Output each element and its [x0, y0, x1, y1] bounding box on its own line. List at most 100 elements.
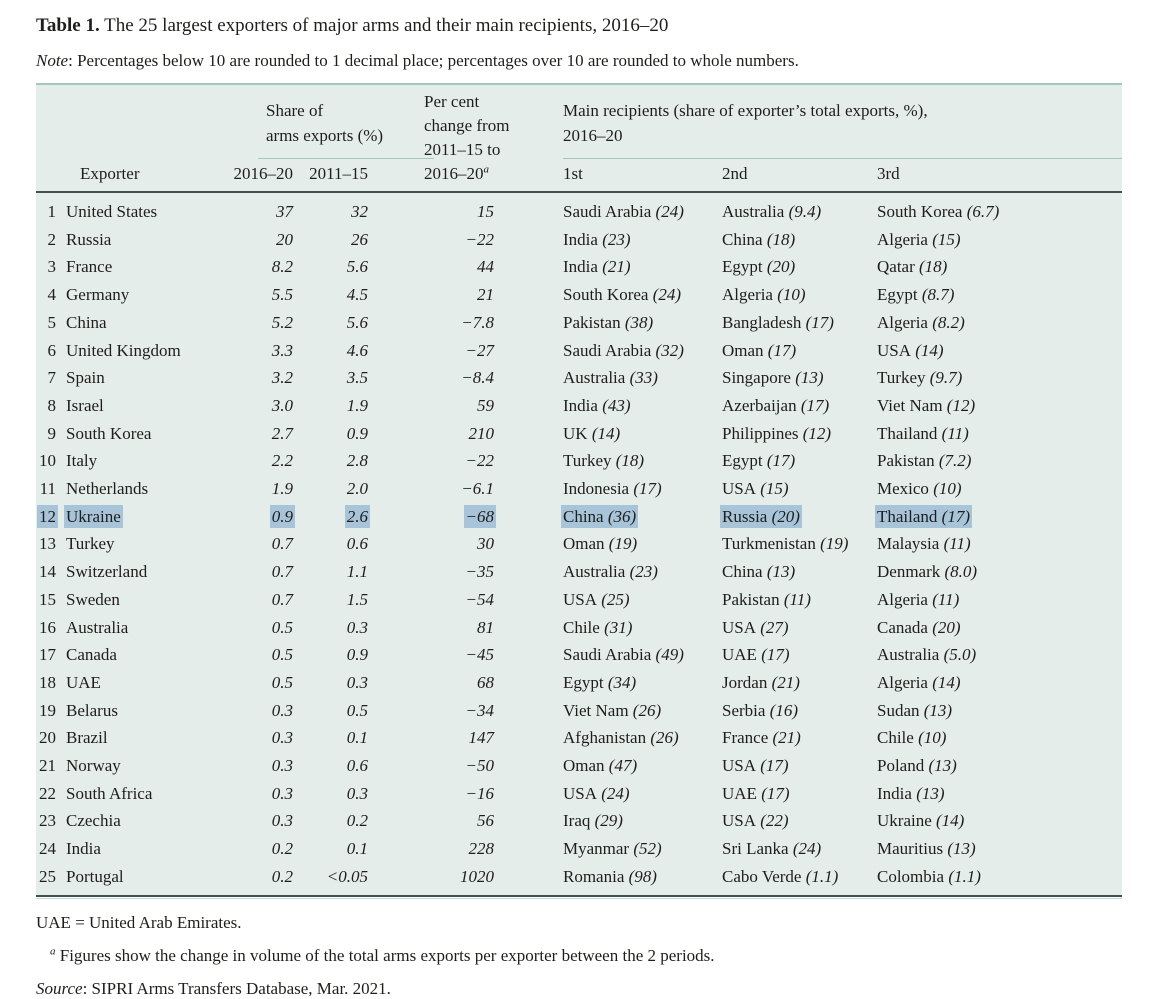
recipient-2nd-cell: Egypt (17): [722, 447, 877, 475]
recipient-name: USA: [722, 479, 757, 499]
recipient-3rd-value: India (13): [877, 784, 945, 803]
recipient-2nd-cell: Azerbaijan (17): [722, 392, 877, 420]
share-2016-20-value: 3.0: [271, 395, 293, 415]
share-2016-20-value: 0.2: [271, 866, 293, 886]
recipient-2nd-value: Pakistan (11): [722, 590, 811, 609]
table-row: 8 Israel 3.0 1.9 59 India (43) Azerbaija…: [36, 392, 1122, 420]
recipient-name: USA: [877, 340, 912, 360]
recipient-share: (8.2): [927, 312, 965, 332]
share-2016-20-value: 1.9: [271, 479, 293, 499]
recipient-name: Philippines: [722, 423, 799, 443]
recipient-2nd-value: Australia (9.4): [722, 202, 821, 221]
source-text: : SIPRI Arms Transfers Database, Mar. 20…: [82, 978, 391, 998]
recipient-2nd-value: Jordan (21): [722, 673, 800, 692]
recipient-3rd-cell: Algeria (14): [877, 669, 1122, 697]
recipient-1st-cell: UK (14): [494, 420, 722, 448]
recipient-name: Denmark: [877, 562, 941, 582]
recipient-share: (21): [768, 728, 801, 748]
recipient-1st-cell: USA (25): [494, 586, 722, 614]
recipient-share: (13): [762, 562, 796, 582]
table-row: 3 France 8.2 5.6 44 India (21) Egypt (20…: [36, 253, 1122, 281]
rank-cell: 15: [36, 586, 66, 614]
recipient-name: Australia: [722, 202, 785, 221]
recipient-1st-value: Oman (47): [563, 756, 637, 775]
share-2011-15-value: 0.3: [346, 617, 368, 637]
percent-change-cell: 30: [368, 530, 494, 558]
recipient-share: (47): [604, 756, 638, 776]
recipient-3rd-cell: Qatar (18): [877, 253, 1122, 281]
table-row: 24 India 0.2 0.1 228 Myanmar (52) Sri La…: [36, 835, 1122, 863]
exporter-name: Ukraine: [66, 506, 121, 526]
table-row: 6 United Kingdom 3.3 4.6 −27 Saudi Arabi…: [36, 337, 1122, 365]
recipient-share: (5.0): [939, 645, 977, 665]
recipient-share: (13): [911, 783, 945, 803]
exporter-cell: India: [66, 835, 226, 863]
recipient-1st-cell: China (36): [494, 503, 722, 531]
exporter-cell: Czechia: [66, 807, 226, 835]
note-label: Note: [36, 51, 69, 70]
recipient-1st-value: Viet Nam (26): [563, 701, 661, 720]
share-2011-15-value: 2.0: [346, 479, 368, 499]
rank-value: 11: [39, 479, 56, 499]
recipient-2nd-value: France (21): [722, 728, 801, 747]
recipient-share: (11): [939, 534, 971, 554]
exporter-cell: Canada: [66, 641, 226, 669]
recipient-3rd-value: Algeria (8.2): [877, 313, 965, 332]
table-row: 23 Czechia 0.3 0.2 56 Iraq (29) USA (22)…: [36, 807, 1122, 835]
recipient-1st-cell: Indonesia (17): [494, 475, 722, 503]
rank-cell: 24: [36, 835, 66, 863]
exporter-cell: China: [66, 309, 226, 337]
recipient-name: Turkmenistan: [722, 534, 816, 554]
exporter-name: Russia: [66, 229, 112, 249]
share-2016-20-cell: 2.2: [226, 447, 293, 475]
recipient-share: (18): [914, 257, 948, 277]
recipient-3rd-value: Denmark (8.0): [877, 562, 977, 581]
recipient-share: (21): [597, 257, 631, 277]
share-2016-20-cell: 0.7: [226, 586, 293, 614]
recipient-share: (20): [762, 257, 796, 277]
recipient-2nd-value: USA (22): [722, 811, 789, 830]
recipient-name: Indonesia: [563, 479, 630, 499]
recipient-share: (17): [801, 312, 834, 332]
recipient-3rd-cell: Mexico (10): [877, 475, 1122, 503]
exporter-cell: Norway: [66, 752, 226, 780]
note-text: : Percentages below 10 are rounded to 1 …: [68, 51, 799, 70]
share-2016-20-value: 5.2: [271, 312, 293, 332]
percent-change-value: −34: [465, 700, 494, 720]
share-2011-15-cell: 0.2: [293, 807, 368, 835]
table-row: 13 Turkey 0.7 0.6 30 Oman (19) Turkmenis…: [36, 530, 1122, 558]
recipient-2nd-cell: China (18): [722, 226, 877, 254]
recipient-3rd-value: Chile (10): [877, 728, 946, 747]
recipient-2nd-value: China (13): [722, 562, 795, 581]
percent-change-cell: 228: [368, 835, 495, 863]
rank-value: 20: [39, 728, 56, 748]
percent-change-cell: −68: [368, 503, 494, 531]
recipient-share: (52): [629, 839, 662, 859]
recipient-name: Mauritius: [877, 839, 944, 859]
recipient-name: Viet Nam: [563, 700, 629, 720]
table-title-label: Table 1.: [36, 15, 100, 36]
exporter-name: Switzerland: [66, 562, 148, 582]
recipient-share: (8.7): [917, 285, 955, 305]
exporter-name: Netherlands: [66, 479, 149, 499]
recipient-1st-cell: Myanmar (52): [494, 835, 722, 863]
percent-change-value: 68: [477, 672, 494, 692]
recipient-name: Thailand: [877, 506, 938, 526]
percent-change-value: −22: [465, 229, 494, 249]
rank-cell: 8: [36, 392, 66, 420]
rank-value: 8: [47, 395, 57, 415]
rank-cell: 14: [36, 558, 66, 586]
rank-value: 2: [47, 229, 57, 249]
table-row: 12 Ukraine 0.9 2.6 −68 China (36) Russia…: [36, 503, 1122, 531]
recipient-share: (7.2): [934, 451, 972, 471]
recipient-name: China: [722, 229, 763, 249]
recipient-name: Egypt: [722, 257, 763, 277]
share-2011-15-cell: 2.6: [293, 503, 368, 531]
share-2011-15-value: 32: [351, 202, 368, 221]
rank-value: 6: [47, 340, 57, 360]
group-header-share-line2: arms exports (%): [266, 126, 384, 145]
table-title-text: The 25 largest exporters of major arms a…: [99, 15, 669, 36]
table-row: 18 UAE 0.5 0.3 68 Egypt (34) Jordan (21)…: [36, 669, 1122, 697]
recipient-share: (14): [927, 672, 961, 692]
recipient-name: Russia: [722, 506, 768, 526]
